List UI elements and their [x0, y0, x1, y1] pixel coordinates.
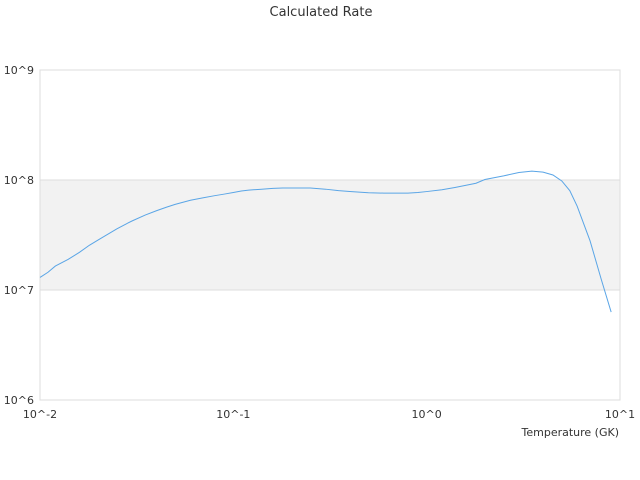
chart-title: Calculated Rate	[270, 5, 373, 20]
plot-area	[39, 69, 621, 401]
x-tick-label: 10^-1	[216, 408, 250, 421]
background-bands	[40, 180, 620, 290]
y-tick-label: 10^6	[4, 394, 34, 407]
series-line	[39, 170, 612, 313]
y-tick-labels: 10^6 10^7 10^8 10^9	[4, 64, 34, 407]
y-tick-label: 10^8	[4, 174, 34, 187]
x-tick-label: 10^-2	[23, 408, 57, 421]
x-tick-label: 10^0	[412, 408, 442, 421]
background-band	[40, 180, 620, 290]
x-axis-label: Temperature (GK)	[521, 426, 620, 439]
y-tick-label: 10^7	[4, 284, 34, 297]
y-tick-label: 10^9	[4, 64, 34, 77]
series-layer	[39, 170, 612, 313]
x-tick-label: 10^1	[605, 408, 635, 421]
x-tick-labels: 10^-2 10^-1 10^0 10^1	[23, 408, 635, 421]
